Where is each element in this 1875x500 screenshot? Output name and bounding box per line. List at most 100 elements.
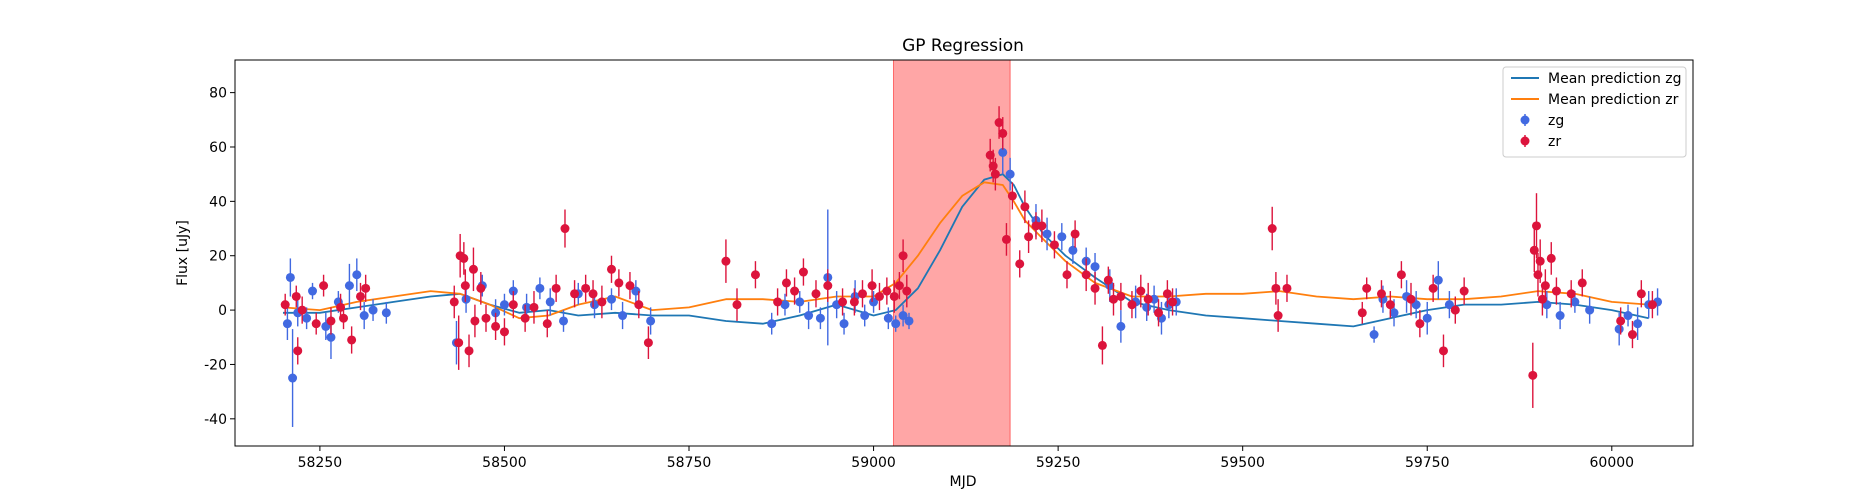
zr-data-point: [857, 289, 867, 299]
y-tick-label: -20: [204, 357, 227, 373]
zr-data-point: [319, 281, 329, 291]
zr-data-point: [499, 327, 509, 337]
zr-data-point: [336, 302, 346, 312]
zg-data-point: [1623, 311, 1633, 321]
zr-data-point: [520, 313, 530, 323]
zr-data-point: [481, 313, 491, 323]
zg-data-point: [1142, 302, 1152, 312]
zr-data-point: [311, 319, 321, 329]
zr-data-point: [849, 297, 859, 307]
zr-data-point: [1081, 270, 1091, 280]
zr-data-point: [1271, 283, 1281, 293]
legend-swatch-zr-marker: [1520, 136, 1530, 146]
zg-data-point: [1057, 232, 1067, 242]
x-tick-label: 59000: [851, 455, 896, 471]
zr-data-point: [838, 297, 848, 307]
zg-data-point: [288, 373, 298, 383]
zr-data-point: [326, 316, 336, 326]
zr-data-point: [874, 291, 884, 301]
y-tick-label: 40: [209, 194, 227, 210]
zg-data-point: [1090, 262, 1100, 272]
y-axis-ticks: -40 -20 0 20 40 60 80: [204, 86, 235, 428]
zr-data-point: [1007, 191, 1017, 201]
zr-data-point: [1540, 281, 1550, 291]
legend: Mean prediction zg Mean prediction zr zg…: [1502, 66, 1687, 158]
zr-data-point: [988, 161, 998, 171]
zg-data-point: [883, 313, 893, 323]
zr-data-point: [1062, 270, 1072, 280]
zr-data-point: [361, 283, 371, 293]
zg-data-point: [869, 297, 879, 307]
zr-data-point: [750, 270, 760, 280]
zr-data-point: [1428, 283, 1438, 293]
zr-data-point: [732, 300, 742, 310]
legend-label-mean-zg: Mean prediction zg: [1548, 71, 1682, 87]
zr-data-point: [894, 281, 904, 291]
zg-data-point: [1005, 169, 1015, 179]
plot-frame: [234, 59, 1694, 447]
zr-data-point: [1533, 270, 1543, 280]
zr-data-point: [1415, 319, 1425, 329]
zr-data-point: [1438, 346, 1448, 356]
zr-data-point: [1020, 202, 1030, 212]
zg-data-point: [839, 319, 849, 329]
zr-data-point: [1136, 286, 1146, 296]
zr-data-point: [1037, 221, 1047, 231]
zr-data-point: [1459, 286, 1469, 296]
zg-data-point: [860, 311, 870, 321]
zr-data-point: [1001, 234, 1011, 244]
zr-data-point: [1108, 294, 1118, 304]
zr-data-point: [1015, 259, 1025, 269]
zr-data-point: [1546, 253, 1556, 263]
zr-data-point: [994, 118, 1004, 128]
zr-data-point: [643, 338, 653, 348]
zr-data-point: [339, 313, 349, 323]
zr-data-point: [560, 224, 570, 234]
x-tick-label: 59500: [1220, 455, 1265, 471]
legend-label-mean-zr: Mean prediction zr: [1548, 92, 1679, 108]
zr-data-point: [823, 281, 833, 291]
zr-data-point: [1636, 289, 1646, 299]
plot-area-background: [235, 60, 1693, 446]
zr-data-point: [529, 302, 539, 312]
zr-data-point: [1282, 283, 1292, 293]
zr-data-point: [1143, 294, 1153, 304]
y-tick-label: -40: [204, 412, 227, 428]
zg-data-point: [302, 313, 312, 323]
zr-data-point: [297, 305, 307, 315]
y-axis-title: Flux [uJy]: [175, 220, 191, 286]
zg-data-point: [1422, 313, 1432, 323]
zg-data-point: [631, 286, 641, 296]
zr-data-point: [889, 291, 899, 301]
series-line-mean-prediction-zg: [283, 173, 1649, 328]
zr-data-point: [998, 128, 1008, 138]
legend-swatch-zg-marker: [1520, 115, 1530, 125]
zr-data-point: [1385, 300, 1395, 310]
zr-data-point: [1647, 300, 1657, 310]
zg-data-point: [1614, 324, 1624, 334]
zg-data-point: [352, 270, 362, 280]
x-tick-label: 58750: [667, 455, 712, 471]
chart-title: GP Regression: [902, 36, 1024, 56]
zg-data-point: [359, 311, 369, 321]
zr-data-point: [1357, 308, 1367, 318]
zr-data-point: [1537, 294, 1547, 304]
zg-data-point: [904, 316, 914, 326]
zg-data-point: [780, 300, 790, 310]
zr-data-point: [1616, 316, 1626, 326]
zr-data-point: [280, 300, 290, 310]
zr-data-point: [460, 281, 470, 291]
zr-data-point: [588, 289, 598, 299]
zr-data-point: [985, 150, 995, 160]
zr-data-point: [1406, 294, 1416, 304]
zg-data-point: [461, 294, 471, 304]
zg-data-point: [1042, 229, 1052, 239]
zg-data-point: [998, 147, 1008, 157]
zg-data-point: [1570, 297, 1580, 307]
y-tick-label: 0: [218, 303, 227, 319]
zr-data-point: [1551, 286, 1561, 296]
zr-data-point: [1376, 289, 1386, 299]
zr-data-point: [902, 286, 912, 296]
zg-data-point: [344, 281, 354, 291]
